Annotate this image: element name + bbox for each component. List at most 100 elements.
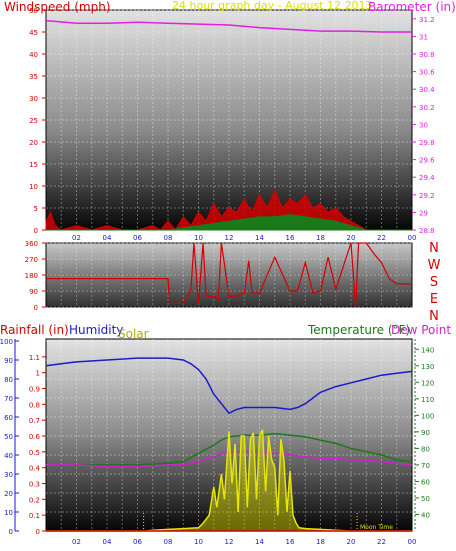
humidity-tick-label: 20 — [4, 490, 13, 498]
temperature-tick-label: 40 — [421, 511, 430, 519]
humidity-tick-label: 80 — [4, 376, 13, 384]
rain-x-tick-label: 14 — [255, 538, 264, 546]
rainfall-tick-label: 0.8 — [29, 401, 40, 409]
baro-right-tick-label: 30.4 — [419, 86, 435, 94]
rain-x-tick-label: 12 — [225, 538, 234, 546]
rain-x-tick-label: 08 — [164, 538, 173, 546]
baro-right-tick-label: 30.6 — [419, 69, 435, 77]
humidity-tick-label: 0 — [9, 528, 13, 536]
wind-left-tick-label: 10 — [29, 183, 38, 191]
rainfall-label: Rainfall (in) — [0, 323, 69, 337]
wind-left-tick-label: 5 — [34, 205, 38, 213]
rainfall-tick-label: 0 — [36, 528, 40, 536]
compass-label: N — [429, 241, 439, 256]
compass-label: E — [430, 292, 438, 307]
wind-x-ticks: 02 04 06 08 10 12 14 16 18 20 22 00 — [72, 234, 416, 242]
barometer-axis-label: Barometer (in) — [368, 0, 456, 14]
wind-left-tick-label: 50 — [29, 7, 38, 15]
baro-right-tick-label: 29.6 — [419, 157, 435, 165]
wind-x-tick-label: 00 — [408, 234, 417, 242]
wind-plot-area — [46, 10, 412, 230]
compass-label: S — [430, 275, 438, 290]
compass-label: N — [429, 309, 439, 324]
humidity-tick-label: 50 — [4, 433, 13, 441]
direction-tick-label: 180 — [25, 272, 38, 280]
rainfall-ticks: 0 0.1 0.2 0.3 0.4 0.5 0.6 0.7 0.8 0.9 1 1.1 — [29, 354, 46, 536]
wind-x-tick-label: 22 — [377, 234, 386, 242]
baro-right-tick-label: 30 — [419, 121, 428, 129]
wind-x-tick-label: 04 — [103, 234, 112, 242]
rain-x-tick-label: 00 — [408, 538, 417, 546]
dewpoint-label: Dew Point (°F) — [391, 323, 456, 337]
baro-right-tick-label: 29.8 — [419, 139, 435, 147]
wind-x-tick-label: 20 — [347, 234, 356, 242]
baro-right-tick-label: 30.2 — [419, 104, 435, 112]
direction-series — [46, 242, 412, 308]
humidity-tick-label: 40 — [4, 452, 13, 460]
baro-right-tick-label: 30.8 — [419, 51, 435, 59]
rain-x-tick-label: 04 — [103, 538, 112, 546]
rain-x-tick-label: 16 — [286, 538, 295, 546]
temperature-tick-label: 120 — [421, 379, 434, 387]
direction-tick-label: 270 — [25, 256, 38, 264]
rainfall-tick-label: 0.7 — [29, 417, 40, 425]
wind-x-tick-label: 02 — [72, 234, 81, 242]
wind-series — [45, 19, 412, 231]
temperature-tick-label: 80 — [421, 445, 430, 453]
humidity-line — [45, 357, 413, 415]
wind-left-tick-label: 45 — [29, 29, 38, 37]
wind-x-tick-label: 18 — [316, 234, 325, 242]
temperature-tick-label: 100 — [421, 412, 434, 420]
rain-series — [45, 357, 413, 532]
solar-area — [46, 429, 412, 531]
temperature-tick-label: 130 — [421, 363, 434, 371]
solar-label: Solar — [118, 327, 149, 341]
moon-time-label: Moon Time — [360, 524, 393, 531]
rainfall-tick-label: 0.1 — [29, 512, 40, 520]
rainfall-tick-label: 0.4 — [29, 465, 41, 473]
baro-right-tick-label: 31 — [419, 33, 428, 41]
wind-x-tick-label: 12 — [225, 234, 234, 242]
rain-x-tick-label: 06 — [133, 538, 142, 546]
temperature-tick-label: 140 — [421, 346, 434, 354]
humidity-tick-label: 10 — [4, 509, 13, 517]
humidity-label: Humidity — [69, 323, 123, 337]
wind-x-tick-label: 08 — [164, 234, 173, 242]
humidity-tick-label: 60 — [4, 414, 13, 422]
wind-x-tick-label: 14 — [255, 234, 264, 242]
rainfall-tick-label: 0.5 — [29, 449, 40, 457]
wind-left-tick-label: 20 — [29, 139, 38, 147]
baro-right-tick-label: 28.8 — [419, 227, 435, 235]
wind-x-tick-label: 06 — [133, 234, 142, 242]
rainfall-tick-label: 0.6 — [29, 433, 41, 441]
rain-x-tick-label: 02 — [72, 538, 81, 546]
humidity-ticks: 0 10 20 30 40 50 60 70 80 90 100 — [0, 338, 19, 536]
rainfall-tick-label: 1 — [36, 370, 40, 378]
windspeed-axis-label: Windspeed (mph) — [4, 0, 111, 14]
temperature-ticks: 40 50 60 70 80 90 100 110 120 130 140 — [414, 339, 434, 531]
direction-tick-label: 360 — [25, 240, 38, 248]
rain-x-tick-label: 22 — [377, 538, 386, 546]
humidity-tick-label: 30 — [4, 471, 13, 479]
wind-average-series — [46, 214, 412, 231]
wind-left-tick-label: 40 — [29, 51, 38, 59]
direction-tick-label: 0 — [34, 304, 38, 312]
rain-x-ticks: 02 04 06 08 10 12 14 16 18 20 22 00 — [72, 538, 416, 546]
wind-left-tick-label: 35 — [29, 73, 38, 81]
rainfall-tick-label: 0.3 — [29, 481, 40, 489]
temperature-tick-label: 90 — [421, 429, 430, 437]
baro-right-tick-label: 29 — [419, 209, 428, 217]
wind-left-tick-label: 15 — [29, 161, 38, 169]
barometer-line — [45, 19, 412, 33]
wind-left-tick-label: 0 — [34, 227, 38, 235]
chart-title: 24 hour graph day - August 12 2013 — [172, 0, 373, 12]
baro-right-ticks: 28.8 29 29.2 29.4 29.6 29.8 30 30.2 30.4 30.6 30.8… — [412, 16, 435, 235]
compass-label: W — [428, 258, 441, 273]
wind-x-tick-label: 16 — [286, 234, 295, 242]
rainfall-tick-label: 0.9 — [29, 386, 40, 394]
rain-x-tick-label: 10 — [194, 538, 203, 546]
humidity-tick-label: 90 — [4, 357, 13, 365]
